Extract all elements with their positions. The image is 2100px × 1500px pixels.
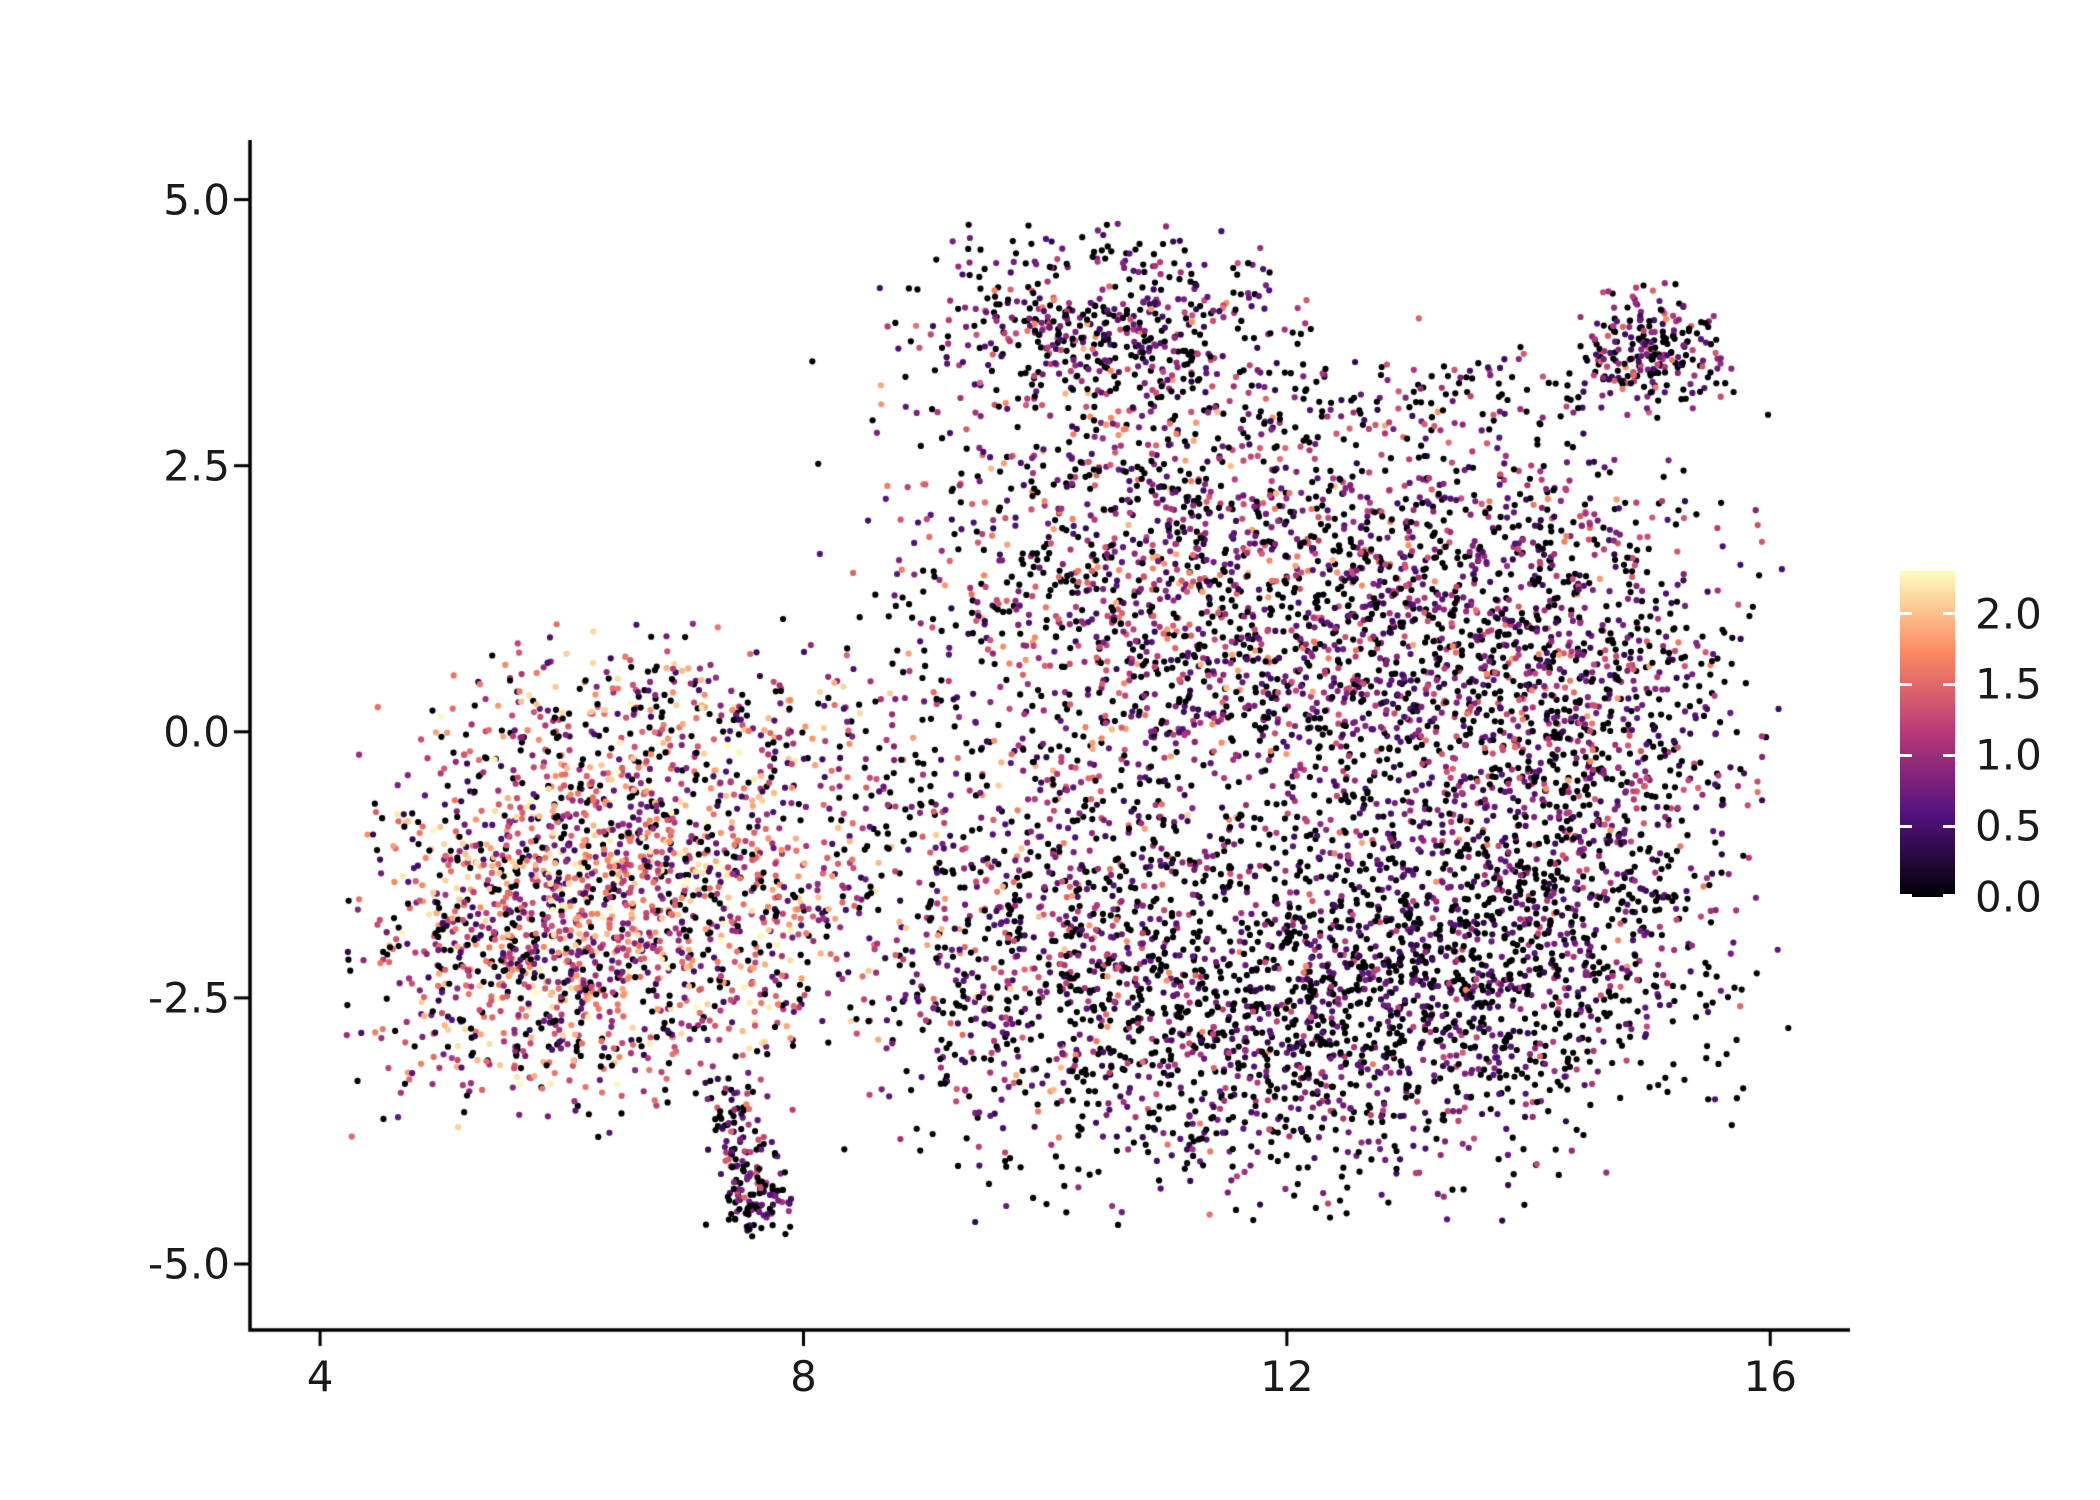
colorbar-legend: 2.0 1.5 1.0 0.5 0.0 [1900,571,2100,922]
y-tick-label: 5.0 [163,175,230,225]
y-tick-label: 0.0 [163,707,230,757]
colorbar-tick-label: 0.5 [1975,801,2042,851]
colorbar-tick-label: 1.0 [1975,730,2042,780]
y-tick-label: 2.5 [163,441,230,491]
y-tick-label: -2.5 [148,973,230,1023]
colorbar-tick-mark [1943,753,1955,757]
colorbar-tick-mark [1900,894,1912,897]
colorbar-tick-label: 1.5 [1975,659,2042,709]
x-tick-label: 12 [1260,1352,1314,1401]
colorbar-tick-label: 0.0 [1975,872,2042,922]
colorbar-tick-mark [1900,753,1912,757]
colorbar-tick-mark [1943,894,1955,897]
colorbar-tick-mark [1900,612,1912,616]
colorbar-tick-mark [1900,682,1912,686]
colorbar-tick-mark [1943,824,1955,828]
y-tick-label: -5.0 [148,1239,230,1289]
colorbar-tick-mark [1943,612,1955,616]
colorbar-tick-mark [1900,824,1912,828]
colorbar-tick-mark [1943,682,1955,686]
x-tick-label: 4 [306,1352,334,1401]
x-tick-label: 8 [790,1352,817,1401]
x-tick-label: 16 [1743,1352,1797,1401]
colorbar-gradient [1900,571,1955,897]
colorbar-tick-label: 2.0 [1975,589,2042,639]
